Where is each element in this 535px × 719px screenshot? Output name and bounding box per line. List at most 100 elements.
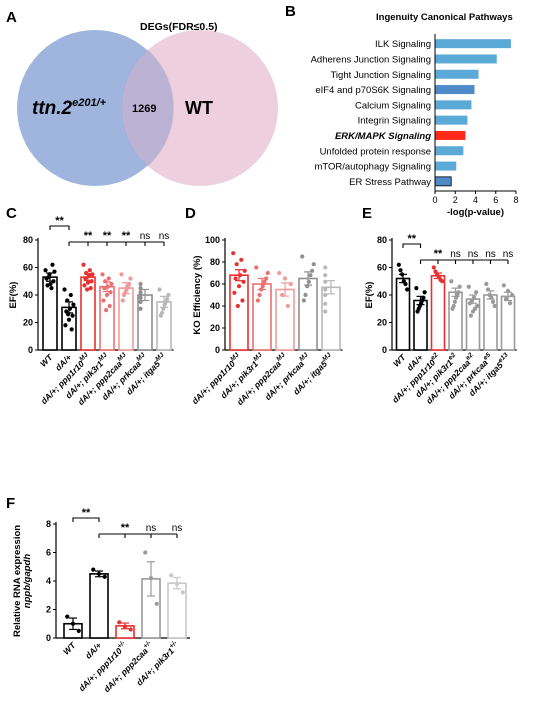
data-point	[86, 273, 91, 278]
data-point	[254, 265, 259, 270]
data-point	[323, 292, 328, 298]
category-superscript: e2	[447, 351, 457, 361]
bar	[252, 283, 272, 351]
data-point	[102, 574, 107, 579]
category-superscript: MJ	[97, 351, 109, 363]
data-point	[70, 621, 76, 626]
data-point	[277, 270, 282, 276]
significance-label: **	[55, 215, 64, 227]
data-point	[484, 281, 489, 287]
data-point	[76, 628, 81, 633]
bar	[89, 573, 109, 639]
data-point	[138, 299, 143, 304]
data-point	[46, 275, 51, 280]
significance-label: ns	[146, 523, 157, 534]
data-point	[138, 306, 143, 311]
significance-label: ns	[503, 249, 514, 260]
significance-bracket	[72, 517, 100, 522]
data-point	[264, 276, 269, 281]
bar	[435, 69, 479, 79]
data-point	[52, 269, 57, 274]
data-point	[236, 284, 242, 289]
significance-label: ns	[159, 231, 170, 242]
category-name: WT	[38, 352, 55, 369]
category-name: dA/+	[83, 640, 103, 660]
category-label: Tight Junction Signaling	[330, 70, 431, 81]
data-point	[301, 298, 306, 303]
data-point	[154, 601, 159, 606]
bar	[275, 288, 295, 351]
data-point	[104, 292, 110, 298]
data-point	[71, 302, 76, 307]
y-tick-label: 80	[377, 235, 387, 245]
y-tick-label: 20	[23, 318, 33, 328]
y-tick-label: 0	[46, 633, 51, 643]
data-point	[470, 309, 476, 314]
significance-label: **	[84, 230, 93, 242]
category-superscript: e5	[482, 351, 492, 361]
category-label: eIF4 and p70S6K Signaling	[315, 85, 431, 96]
data-point	[138, 295, 143, 300]
data-point	[157, 287, 162, 292]
category-superscript: e2	[465, 351, 475, 361]
category-superscript: MJ	[275, 351, 287, 363]
y-tick-label: 20	[377, 318, 387, 328]
data-point	[108, 290, 113, 295]
category-superscript: +/-	[142, 640, 152, 650]
category-superscript: +/-	[168, 640, 178, 650]
bar	[298, 277, 318, 351]
bar	[435, 130, 466, 140]
data-point	[485, 287, 491, 292]
data-point	[67, 306, 72, 311]
data-point	[323, 265, 328, 270]
data-point	[240, 298, 245, 303]
data-point	[180, 590, 185, 595]
data-point	[510, 292, 515, 298]
significance-label: **	[121, 522, 130, 534]
y-tick-label: 0	[382, 345, 387, 355]
data-point	[323, 309, 328, 314]
category-label: ER Stress Pathway	[349, 177, 431, 188]
data-point	[505, 288, 511, 293]
data-point	[257, 292, 262, 298]
category-superscript: MJ	[154, 351, 166, 363]
rna-expression-bar-chart: 0 2 4 6 8 Relative RNA expression nppb/gapdh WT…	[12, 507, 190, 694]
data-point	[148, 576, 154, 581]
panel-label-d: D	[185, 205, 196, 222]
data-point	[474, 290, 479, 295]
data-point	[468, 313, 474, 318]
y-tick-label: 4	[46, 576, 51, 586]
set-label: ttn.2e201/+	[32, 97, 107, 119]
data-point	[62, 287, 67, 292]
data-point	[239, 257, 244, 262]
y-tick-label: 40	[210, 301, 220, 311]
data-point	[49, 286, 54, 291]
set-superscript: e201/+	[72, 97, 107, 109]
data-point	[128, 627, 133, 632]
data-point	[161, 306, 166, 311]
data-point	[119, 272, 124, 277]
venn-overlap	[121, 49, 174, 167]
data-point	[403, 281, 408, 287]
significance-label: **	[407, 233, 416, 245]
significance-bracket	[49, 225, 70, 230]
category-label: Unfolded protein response	[320, 146, 431, 157]
data-point	[104, 308, 109, 313]
data-point	[323, 273, 328, 278]
category-superscript: MJ	[135, 351, 147, 363]
x-tick-label: 2	[453, 195, 458, 205]
data-point	[233, 276, 238, 281]
y-tick-label: 60	[23, 263, 33, 273]
pathway-bar-chart: Ingenuity Canonical Pathways ILK Signalin…	[311, 12, 519, 218]
set-name: ttn.2	[32, 98, 73, 119]
x-tick-label: 4	[473, 195, 478, 205]
bar	[435, 39, 511, 49]
panel-label-f: F	[6, 495, 15, 512]
bar	[500, 295, 516, 351]
data-point	[70, 313, 75, 318]
data-point	[453, 295, 459, 300]
data-point	[260, 284, 265, 289]
data-point	[117, 620, 122, 625]
x-tick-label: 6	[493, 195, 498, 205]
